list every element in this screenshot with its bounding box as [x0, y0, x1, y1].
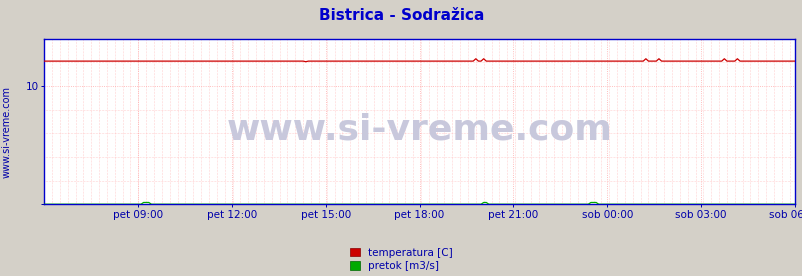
- Text: www.si-vreme.com: www.si-vreme.com: [226, 113, 612, 147]
- Text: Bistrica - Sodražica: Bistrica - Sodražica: [318, 8, 484, 23]
- Legend: temperatura [C], pretok [m3/s]: temperatura [C], pretok [m3/s]: [350, 248, 452, 271]
- Text: www.si-vreme.com: www.si-vreme.com: [2, 86, 11, 179]
